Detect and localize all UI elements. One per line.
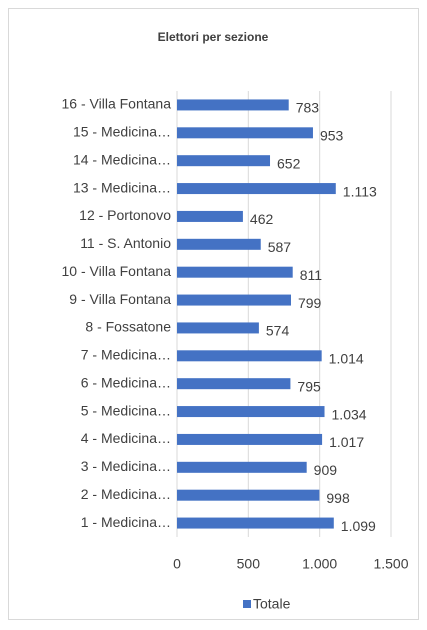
bar <box>177 489 320 501</box>
y-tick-label: 5 - Medicina… <box>81 402 171 418</box>
y-tick-label: 13 - Medicina… <box>73 179 171 195</box>
data-label: 1.017 <box>329 434 364 450</box>
x-tick-label: 1.000 <box>302 556 337 572</box>
y-tick-label: 16 - Villa Fontana <box>62 96 172 112</box>
y-tick-label: 2 - Medicina… <box>81 486 171 502</box>
y-tick-label: 10 - Villa Fontana <box>62 263 172 279</box>
bar <box>177 322 259 334</box>
bar <box>177 350 322 362</box>
y-tick-label: 9 - Villa Fontana <box>69 291 171 307</box>
bar <box>177 238 261 250</box>
data-label: 909 <box>314 462 338 478</box>
bar <box>177 294 291 306</box>
chart-title: Elettori per sezione <box>158 30 269 44</box>
y-tick-label: 1 - Medicina… <box>81 514 171 530</box>
y-tick-label: 12 - Portonovo <box>79 207 171 223</box>
bar <box>177 406 325 418</box>
data-label: 998 <box>326 490 350 506</box>
x-tick-label: 0 <box>173 556 181 572</box>
y-tick-label: 4 - Medicina… <box>81 430 171 446</box>
bar <box>177 210 243 222</box>
data-label: 795 <box>297 378 321 394</box>
y-tick-label: 15 - Medicina… <box>73 124 171 140</box>
bar <box>177 433 323 445</box>
y-tick-label: 14 - Medicina… <box>73 151 171 167</box>
bar <box>177 517 334 529</box>
data-label: 462 <box>250 211 274 227</box>
data-label: 799 <box>298 295 322 311</box>
bar <box>177 127 313 139</box>
data-label: 1.099 <box>341 518 376 534</box>
data-label: 574 <box>266 323 290 339</box>
bar <box>177 99 289 111</box>
data-label: 1.014 <box>329 351 364 367</box>
data-label: 652 <box>277 155 301 171</box>
data-label: 1.113 <box>343 183 377 199</box>
y-tick-label: 7 - Medicina… <box>81 347 171 363</box>
y-tick-label: 3 - Medicina… <box>81 458 171 474</box>
bar <box>177 266 293 278</box>
bar <box>177 461 307 473</box>
data-label: 953 <box>320 128 344 144</box>
bar <box>177 155 271 167</box>
data-label: 811 <box>300 267 323 283</box>
data-label: 783 <box>296 100 320 116</box>
legend-swatch <box>243 600 251 608</box>
legend-label: Totale <box>253 596 291 612</box>
x-tick-label: 500 <box>237 556 261 572</box>
data-label: 1.034 <box>332 406 367 422</box>
data-label: 587 <box>268 239 292 255</box>
y-tick-label: 11 - S. Antonio <box>80 235 171 251</box>
y-tick-label: 6 - Medicina… <box>81 374 171 390</box>
y-tick-label: 8 - Fossatone <box>85 319 171 335</box>
bar <box>177 183 336 195</box>
bar <box>177 378 291 390</box>
x-tick-label: 1.500 <box>373 556 408 572</box>
